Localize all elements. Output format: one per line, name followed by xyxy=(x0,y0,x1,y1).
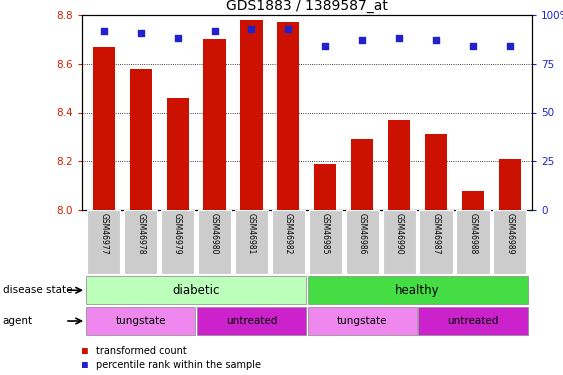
Text: diabetic: diabetic xyxy=(172,284,220,297)
Bar xyxy=(351,140,373,210)
Point xyxy=(210,28,219,34)
Point xyxy=(247,26,256,32)
Text: GSM46985: GSM46985 xyxy=(321,213,330,255)
Point xyxy=(506,43,515,49)
Point xyxy=(173,35,182,41)
Bar xyxy=(419,210,453,274)
Text: disease state: disease state xyxy=(3,285,72,295)
Title: GDS1883 / 1389587_at: GDS1883 / 1389587_at xyxy=(226,0,388,13)
Bar xyxy=(129,69,152,210)
Bar xyxy=(462,190,484,210)
Bar xyxy=(203,39,226,210)
Text: percentile rank within the sample: percentile rank within the sample xyxy=(96,360,261,369)
Bar xyxy=(309,210,342,274)
Bar xyxy=(167,98,189,210)
Bar xyxy=(272,210,305,274)
Text: GSM46988: GSM46988 xyxy=(468,213,477,255)
Bar xyxy=(235,210,268,274)
Point xyxy=(432,38,441,44)
Text: tungstate: tungstate xyxy=(115,316,166,326)
Text: GSM46982: GSM46982 xyxy=(284,213,293,255)
Text: transformed count: transformed count xyxy=(96,346,186,355)
Point xyxy=(284,26,293,32)
Bar xyxy=(307,307,417,335)
Text: untreated: untreated xyxy=(447,316,499,326)
Text: GSM46981: GSM46981 xyxy=(247,213,256,255)
Text: GSM46986: GSM46986 xyxy=(358,213,367,255)
Point xyxy=(468,43,477,49)
Text: tungstate: tungstate xyxy=(337,316,387,326)
Point xyxy=(395,35,404,41)
Bar xyxy=(493,210,526,274)
Bar xyxy=(307,276,528,304)
Bar xyxy=(124,210,157,274)
Text: GSM46989: GSM46989 xyxy=(506,213,515,255)
Text: GSM46990: GSM46990 xyxy=(395,213,404,255)
Bar xyxy=(457,210,490,274)
Bar xyxy=(93,47,115,210)
Point xyxy=(99,28,108,34)
Text: agent: agent xyxy=(3,316,33,326)
Point xyxy=(358,38,367,44)
Bar xyxy=(388,120,410,210)
Bar xyxy=(418,307,528,335)
Text: GSM46987: GSM46987 xyxy=(432,213,441,255)
Point xyxy=(321,43,330,49)
Bar xyxy=(425,134,447,210)
Text: untreated: untreated xyxy=(226,316,277,326)
Bar xyxy=(86,276,306,304)
Point xyxy=(136,30,145,36)
Bar xyxy=(314,164,336,210)
Bar xyxy=(161,210,194,274)
Bar xyxy=(86,307,195,335)
Text: ■: ■ xyxy=(82,360,93,369)
Bar xyxy=(278,22,300,210)
Bar xyxy=(346,210,379,274)
Bar xyxy=(240,20,262,210)
Bar xyxy=(197,307,306,335)
Text: GSM46979: GSM46979 xyxy=(173,213,182,255)
Bar xyxy=(87,210,120,274)
Text: ■: ■ xyxy=(82,346,93,355)
Text: GSM46980: GSM46980 xyxy=(210,213,219,255)
Bar xyxy=(382,210,415,274)
Bar xyxy=(499,159,521,210)
Text: healthy: healthy xyxy=(395,284,440,297)
Text: GSM46978: GSM46978 xyxy=(136,213,145,255)
Bar xyxy=(198,210,231,274)
Text: GSM46977: GSM46977 xyxy=(99,213,108,255)
